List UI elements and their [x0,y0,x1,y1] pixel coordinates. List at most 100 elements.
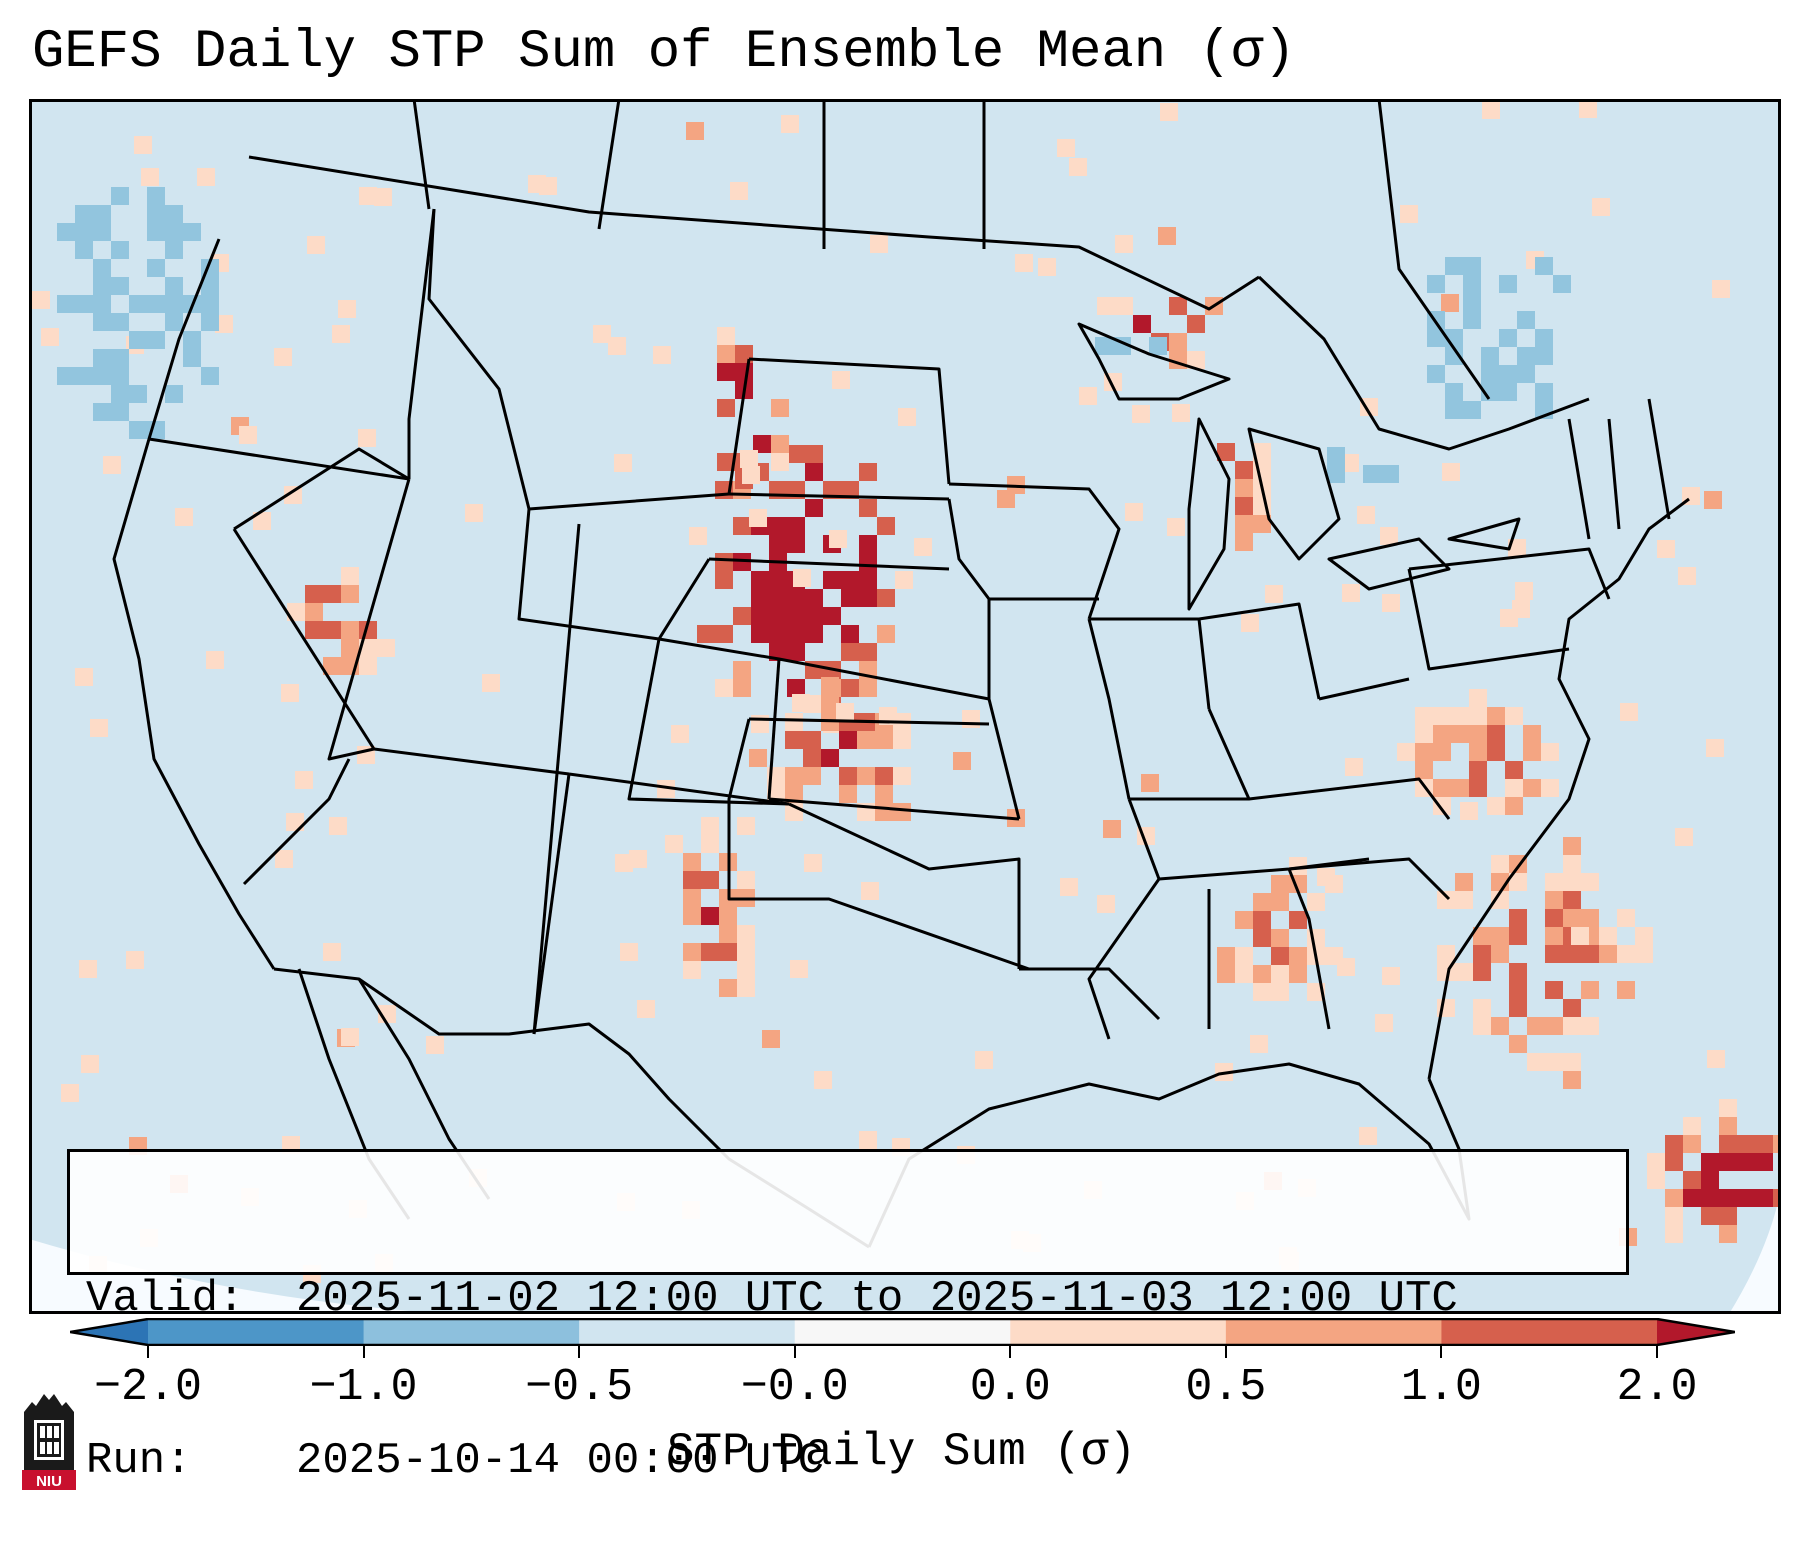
anomaly-cell [1527,1017,1545,1035]
anomaly-cell [733,679,751,697]
anomaly-cell [338,300,356,318]
anomaly-cell [1523,725,1541,743]
anomaly-cell [1327,447,1345,465]
anomaly-cell [1187,315,1205,333]
anomaly-cell [1535,257,1553,275]
anomaly-cell [683,871,701,889]
anomaly-cell [1057,139,1075,157]
anomaly-cell [305,585,323,603]
anomaly-cell [877,625,895,643]
anomaly-cell [1509,999,1527,1017]
anomaly-cell [1563,837,1581,855]
anomaly-cell [93,223,111,241]
anomaly-cell [359,187,377,205]
anomaly-cell [1755,1189,1773,1207]
anomaly-cell [1563,999,1581,1017]
anomaly-cell [1515,582,1533,600]
anomaly-cell [1509,963,1527,981]
anomaly-cell [201,277,219,295]
anomaly-cell [1469,761,1487,779]
anomaly-cell [875,731,893,749]
anomaly-cell [1563,1017,1581,1035]
anomaly-cell [1491,1017,1509,1035]
anomaly-cell [323,585,341,603]
anomaly-cell [1433,743,1451,761]
anomaly-cell [841,571,859,589]
anomaly-cell [1442,463,1460,481]
colorbar-bin [1441,1319,1658,1345]
colorbar-bin [363,1319,580,1345]
anomaly-cell [753,435,771,453]
anomaly-cell [1473,945,1491,963]
anomaly-cell [1433,707,1451,725]
colorbar-tick-label: −1.0 [309,1362,418,1413]
anomaly-cell [165,385,183,403]
anomaly-cell [719,925,737,943]
anomaly-cell [1250,1035,1268,1053]
anomaly-cell [841,679,859,697]
anomaly-cell [1719,1153,1737,1171]
anomaly-cell [1463,257,1481,275]
anomaly-cell [1545,891,1563,909]
colorbar-tick-mark [1656,1346,1658,1358]
run-label: Run: [86,1436,192,1486]
anomaly-cell [1509,981,1527,999]
anomaly-cell [1149,337,1167,355]
anomaly-cell [1499,365,1517,383]
anomaly-cell [32,291,50,309]
anomaly-cell [1701,1189,1719,1207]
anomaly-cell [787,535,805,553]
anomaly-cell [629,850,647,868]
anomaly-cell [832,371,850,389]
colorbar-tick-mark [362,1346,365,1358]
anomaly-cell [1079,387,1097,405]
anomaly-cell [717,453,735,471]
anomaly-cell [1581,981,1599,999]
anomaly-cell [737,817,755,835]
anomaly-cell [1545,909,1563,927]
anomaly-cell [1265,585,1283,603]
anomaly-cell [1132,405,1150,423]
anomaly-cell [1563,945,1581,963]
anomaly-cell [1755,1135,1773,1153]
anomaly-cell [147,187,165,205]
outside-projection [29,1239,449,1314]
anomaly-cell [1481,347,1499,365]
anomaly-cell [1683,1135,1701,1153]
anomaly-cell [93,313,111,331]
anomaly-cell [671,725,689,743]
anomaly-cell [1581,1017,1599,1035]
anomaly-cell [1433,779,1451,797]
anomaly-cell [1169,297,1187,315]
anomaly-cell [1382,967,1400,985]
anomaly-cell [686,122,704,140]
anomaly-cell [528,175,546,193]
anomaly-cell [183,349,201,367]
anomaly-cell [1437,891,1455,909]
anomaly-cell [358,429,376,447]
anomaly-cell [1719,1099,1737,1117]
anomaly-cell [821,695,839,713]
anomaly-cell [1445,257,1463,275]
anomaly-cell [841,481,859,499]
anomaly-cell [717,345,735,363]
anomaly-cell [1773,1135,1781,1153]
anomaly-cell [877,517,895,535]
anomaly-cell [733,553,751,571]
anomaly-cell [1433,725,1451,743]
colorbar-ticks: −2.0 −1.0 −0.5 −0.0 0.0 0.5 1.0 2.0 [0,1346,1803,1420]
anomaly-cell [129,295,147,313]
anomaly-cell [1509,927,1527,945]
anomaly-cell [1217,947,1235,965]
anomaly-cell [239,426,257,444]
anomaly-cell [823,571,841,589]
anomaly-cell [1773,1189,1781,1207]
outside-projection [1729,1189,1781,1314]
colorbar-bin [579,1319,796,1345]
anomaly-cell [1271,983,1289,1001]
anomaly-cell [821,749,839,767]
anomaly-cell [751,625,769,643]
anomaly-cell [769,589,787,607]
anomaly-cell [1253,515,1271,533]
anomaly-cell [1445,347,1463,365]
